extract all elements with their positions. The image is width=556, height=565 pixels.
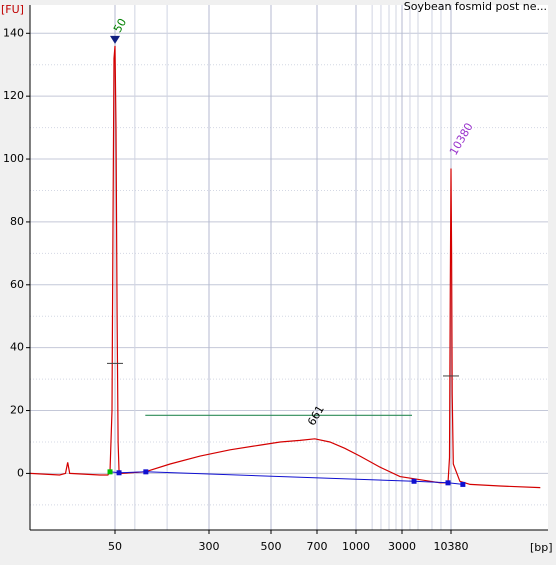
y-tick-label: 80 [10, 215, 24, 228]
y-tick-label: 0 [17, 466, 24, 479]
baseline-marker [116, 470, 122, 476]
y-tick-label: 60 [10, 278, 24, 291]
y-unit: [FU] [1, 3, 24, 16]
y-tick-label: 40 [10, 341, 24, 354]
y-tick-label: 100 [3, 152, 24, 165]
x-tick-label: 300 [199, 540, 220, 553]
baseline-marker [411, 478, 417, 484]
y-tick-label: 20 [10, 404, 24, 417]
x-tick-label: 10380 [434, 540, 469, 553]
x-unit: [bp] [530, 541, 553, 554]
baseline-marker [460, 481, 466, 487]
baseline-marker [107, 469, 113, 475]
x-tick-label: 3000 [388, 540, 416, 553]
baseline-marker [445, 480, 451, 486]
plot-area [30, 5, 548, 530]
peak-label: 50 [111, 16, 129, 35]
grid [30, 5, 548, 530]
x-tick-label: 50 [108, 540, 122, 553]
x-tick-label: 500 [261, 540, 282, 553]
y-tick-label: 120 [3, 89, 24, 102]
y-tick-label: 140 [3, 26, 24, 39]
chart-title: Soybean fosmid post ne... [404, 0, 547, 13]
x-tick-label: 1000 [342, 540, 370, 553]
x-tick-label: 700 [307, 540, 328, 553]
peak-triangle [110, 35, 120, 44]
baseline-marker [143, 469, 149, 475]
